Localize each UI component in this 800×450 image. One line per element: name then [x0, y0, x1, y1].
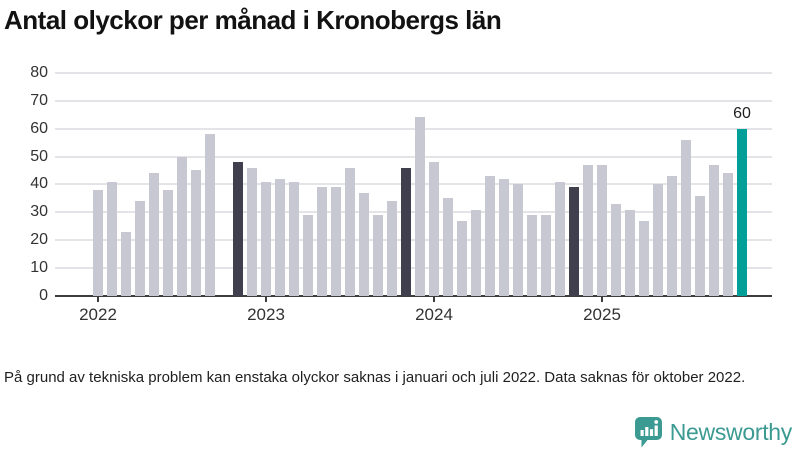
bar-2023-08 — [359, 192, 369, 296]
bar-2025-04 — [639, 220, 649, 296]
bar-latest-2025-11 — [737, 128, 747, 296]
newsworthy-branding: Newsworthy — [634, 416, 792, 448]
bar-2024-05 — [485, 176, 495, 296]
bar-2022-09 — [205, 134, 215, 296]
bar-2022-04 — [135, 201, 145, 296]
y-axis-tick-label: 40 — [30, 175, 48, 193]
y-gridline — [55, 99, 772, 102]
bar-chart-plot: 0 10 20 30 40 50 60 70 80 2022 2023 2024 2025 60 — [30, 63, 772, 324]
x-axis-tick — [433, 297, 435, 302]
bar-2023-06 — [331, 187, 341, 296]
y-axis-tick-label: 0 — [39, 287, 48, 304]
bar-2025-10 — [723, 173, 733, 296]
bar-2024-03 — [457, 220, 467, 296]
bar-2024-10 — [555, 181, 565, 296]
y-axis-tick-label: 30 — [30, 203, 48, 221]
y-gridline — [55, 155, 772, 158]
y-axis-tick-label: 20 — [30, 231, 48, 249]
x-axis-year-label: 2023 — [247, 305, 285, 324]
bar-2024-08 — [527, 215, 537, 296]
bar-2024-06 — [499, 178, 509, 296]
bar-2025-03 — [625, 209, 635, 296]
bar-2025-07 — [681, 139, 691, 296]
y-axis-tick-label: 50 — [30, 147, 48, 165]
bar-2025-05 — [653, 184, 663, 296]
x-axis-year-label: 2024 — [415, 305, 453, 324]
bar-2025-09 — [709, 164, 719, 296]
bar-2025-01 — [597, 164, 607, 296]
chart-title: Antal olyckor per månad i Kronobergs län — [4, 5, 502, 35]
bar-2025-02 — [611, 203, 621, 296]
bar-2022-01 — [93, 189, 103, 296]
bar-2024-02 — [443, 198, 453, 296]
y-gridline — [55, 127, 772, 130]
bar-2024-04 — [471, 209, 481, 296]
chart-footnote: På grund av tekniska problem kan enstaka… — [4, 369, 746, 386]
y-gridline — [55, 183, 772, 186]
x-axis-tick — [97, 297, 99, 302]
bar-compare-2022-11 — [233, 162, 243, 296]
bar-2024-12 — [583, 164, 593, 296]
bar-compare-2024-11 — [569, 187, 579, 296]
bar-2023-05 — [317, 187, 327, 296]
latest-value-label: 60 — [733, 104, 751, 122]
x-axis-tick — [265, 297, 267, 302]
bar-2022-07 — [177, 156, 187, 296]
x-axis-year-label: 2025 — [583, 305, 621, 324]
bar-2023-07 — [345, 167, 355, 296]
y-gridline — [55, 239, 772, 242]
bar-2023-04 — [303, 215, 313, 296]
newsworthy-logo-icon — [634, 417, 662, 448]
bar-compare-2023-11 — [401, 167, 411, 296]
bar-2023-01 — [261, 181, 271, 296]
y-gridline — [55, 71, 772, 74]
x-axis-tick — [601, 297, 603, 302]
bar-2025-06 — [667, 176, 677, 296]
y-axis-tick-label: 10 — [30, 259, 48, 277]
y-axis-tick-label: 60 — [30, 119, 48, 137]
bar-2024-01 — [429, 162, 439, 296]
bar-2024-07 — [513, 184, 523, 296]
bar-2022-12 — [247, 167, 257, 296]
bar-2023-10 — [387, 201, 397, 296]
bar-2022-06 — [163, 189, 173, 296]
bar-2023-09 — [373, 215, 383, 296]
bar-2025-08 — [695, 195, 705, 296]
y-gridline — [55, 267, 772, 270]
bar-2022-05 — [149, 173, 159, 296]
bar-2023-03 — [289, 181, 299, 296]
bar-2023-12 — [415, 117, 425, 296]
x-axis-line — [55, 295, 772, 297]
bar-2023-02 — [275, 178, 285, 296]
y-axis-tick-label: 70 — [30, 91, 48, 109]
y-gridline — [55, 211, 772, 214]
newsworthy-logo-text: Newsworthy — [669, 418, 793, 445]
bar-2022-08 — [191, 170, 201, 296]
x-axis-year-label: 2022 — [79, 305, 117, 324]
bar-2022-02 — [107, 181, 117, 296]
bar-2022-03 — [121, 231, 131, 296]
bar-2024-09 — [541, 215, 551, 296]
y-axis-tick-label: 80 — [30, 63, 48, 81]
